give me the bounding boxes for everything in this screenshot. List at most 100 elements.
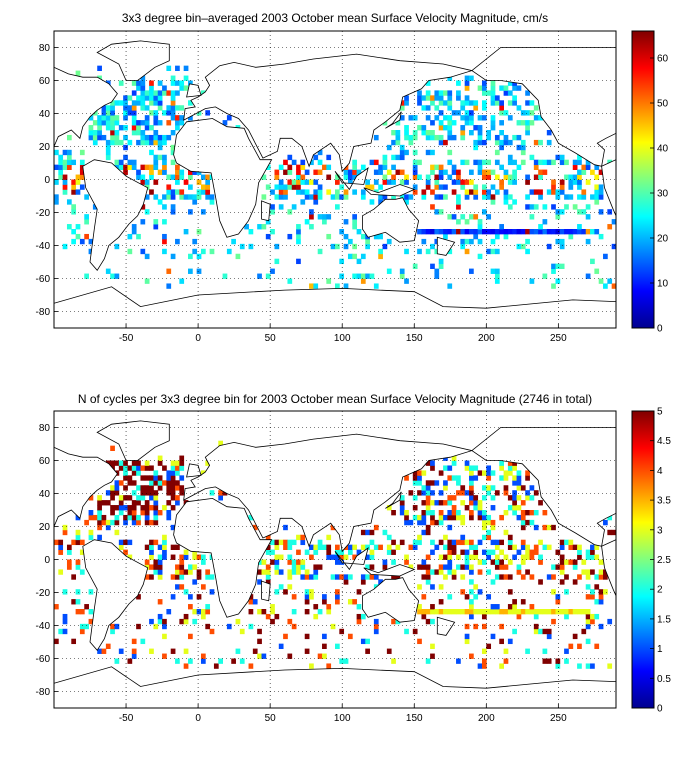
heatmap-cell [542, 219, 548, 225]
heatmap-cell [443, 480, 448, 486]
heatmap-cell [265, 569, 271, 575]
heatmap-cell [430, 510, 435, 516]
heatmap-cell [607, 529, 613, 536]
heatmap-cell [451, 179, 457, 185]
heatmap-cell [369, 159, 375, 166]
heatmap-cell [447, 609, 453, 615]
heatmap-cell [270, 549, 275, 555]
heatmap-cell [226, 115, 232, 121]
heatmap-cell [425, 179, 431, 185]
heatmap-cell [149, 490, 154, 496]
heatmap-cell [166, 485, 172, 491]
heatmap-cell [248, 599, 254, 605]
heatmap-cell [105, 524, 111, 531]
heatmap-cell [140, 248, 146, 255]
heatmap-cell [499, 623, 504, 630]
heatmap-cell [313, 544, 319, 550]
heatmap-cell [412, 169, 418, 175]
heatmap-cell [538, 174, 543, 180]
heatmap-cell [110, 120, 115, 126]
heatmap-cell [283, 539, 288, 546]
heatmap-cell [533, 164, 539, 170]
heatmap-cell [395, 139, 401, 146]
heatmap-cell [291, 559, 297, 565]
heatmap-cell [494, 268, 500, 274]
heatmap-cell [585, 663, 591, 669]
heatmap-cell [244, 224, 249, 230]
heatmap-cell [477, 115, 483, 121]
y-tick-label: -60 [36, 654, 51, 665]
heatmap-cell [477, 238, 483, 245]
heatmap-cell [538, 539, 543, 546]
heatmap-cell [274, 174, 280, 180]
heatmap-cell [157, 564, 163, 570]
heatmap-cell [356, 604, 362, 610]
heatmap-cell [464, 189, 470, 195]
heatmap-cell [162, 618, 167, 625]
heatmap-cell [473, 544, 479, 550]
heatmap-cell [373, 618, 379, 625]
heatmap-cell [469, 238, 474, 245]
heatmap-cell [175, 500, 180, 506]
heatmap-cell [525, 569, 530, 575]
heatmap-cell [447, 214, 453, 220]
heatmap-cell [170, 90, 176, 96]
heatmap-cell [434, 194, 440, 200]
heatmap-cell [200, 653, 206, 659]
heatmap-cell [166, 189, 172, 195]
heatmap-cell [75, 224, 81, 230]
heatmap-cell [127, 110, 133, 116]
heatmap-cell [175, 125, 180, 131]
heatmap-cell [590, 554, 595, 560]
heatmap-cell [365, 638, 370, 645]
heatmap-cell [551, 189, 556, 195]
heatmap-cell [507, 604, 513, 610]
heatmap-cell [183, 569, 189, 575]
heatmap-cell [425, 80, 431, 86]
heatmap-cell [512, 95, 517, 101]
heatmap-cell [278, 184, 284, 190]
heatmap-cell [469, 115, 474, 121]
heatmap-cell [460, 514, 466, 521]
heatmap-cell [335, 179, 340, 185]
heatmap-cell [451, 189, 457, 195]
heatmap-cell [153, 495, 159, 501]
heatmap-cell [153, 519, 159, 526]
heatmap-cell [149, 125, 154, 131]
y-tick-label: 60 [39, 76, 51, 87]
heatmap-cell [97, 505, 102, 511]
heatmap-cell [469, 100, 474, 106]
heatmap-cell [425, 529, 431, 536]
heatmap-cell [66, 149, 72, 156]
heatmap-cell [123, 125, 128, 131]
heatmap-cell [144, 194, 150, 200]
heatmap-cell [175, 564, 180, 570]
heatmap-cell [287, 544, 293, 550]
heatmap-cell [326, 278, 332, 284]
heatmap-cell [456, 514, 461, 521]
y-tick-label: 80 [39, 423, 51, 434]
x-axis: -50 0 50 100 150 200 250 [119, 324, 567, 344]
heatmap-cell [105, 125, 111, 131]
heatmap-cell [443, 574, 448, 580]
heatmap-cell [97, 65, 102, 71]
heatmap-cell [335, 549, 340, 555]
heatmap-cell [503, 110, 509, 116]
heatmap-cell [317, 653, 323, 659]
heatmap-cell [218, 490, 223, 496]
heatmap-cell [486, 609, 492, 615]
heatmap-cell [520, 524, 526, 531]
heatmap-cell [356, 549, 362, 555]
heatmap-cell [395, 169, 401, 175]
heatmap-cell [356, 169, 362, 175]
heatmap-cell [391, 549, 396, 555]
heatmap-cell [136, 130, 141, 136]
heatmap-cell [464, 229, 470, 235]
heatmap-cell [512, 100, 517, 106]
heatmap-cell [157, 559, 163, 565]
heatmap-cell [127, 495, 133, 501]
heatmap-cell [559, 539, 565, 546]
heatmap-cell [412, 164, 418, 170]
heatmap-cell [581, 164, 587, 170]
heatmap-cell [79, 159, 85, 166]
